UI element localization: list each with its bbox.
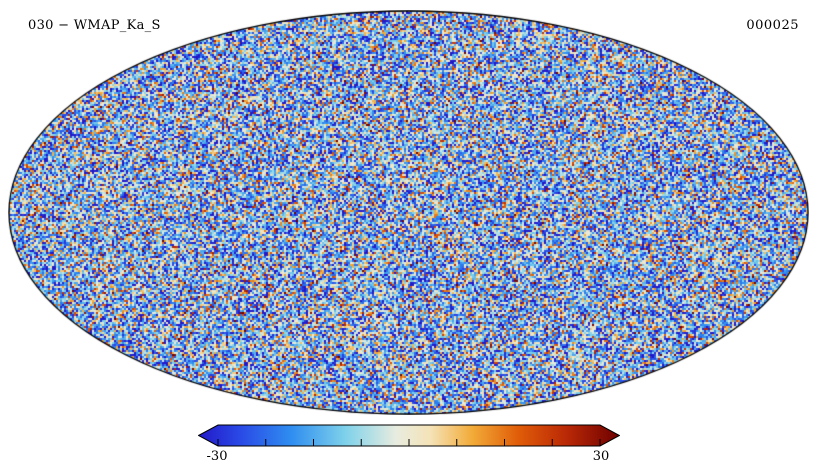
mollweide-sky-map [8,10,809,415]
colorbar [198,424,620,447]
colorbar-ticks [217,439,601,446]
colorbar-gradient-bar [198,424,620,447]
colorbar-min-label: -30 [206,449,228,464]
colorbar-max-label: 30 [592,449,610,464]
